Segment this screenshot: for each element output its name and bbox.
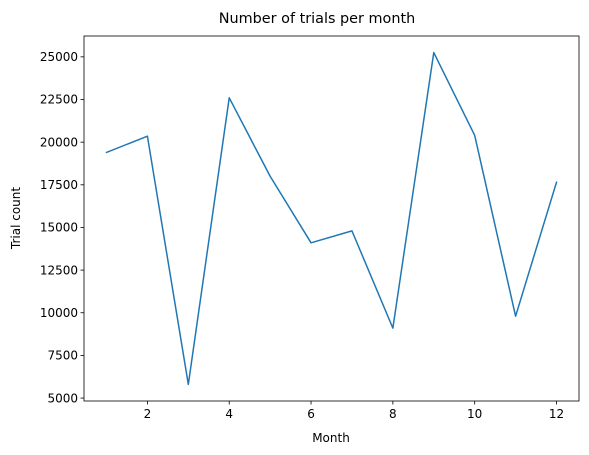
axes-frame <box>83 35 580 402</box>
series-line <box>105 51 558 386</box>
x-tick-label: 8 <box>389 407 397 421</box>
y-tick-label: 7500 <box>47 349 78 363</box>
y-axis-label: Trial count <box>9 187 23 250</box>
x-tick-label: 4 <box>225 407 233 421</box>
x-tick-label: 12 <box>549 407 564 421</box>
x-axis-label: Month <box>312 431 350 445</box>
y-tick-label: 10000 <box>40 306 78 320</box>
y-tick-label: 17500 <box>40 178 78 192</box>
y-tick-label: 25000 <box>40 50 78 64</box>
y-tick-label: 12500 <box>40 263 78 277</box>
y-tick-label: 22500 <box>40 93 78 107</box>
x-tick-label: 10 <box>467 407 482 421</box>
y-tick-label: 5000 <box>47 391 78 405</box>
y-tick-label: 20000 <box>40 135 78 149</box>
x-tick-label: 6 <box>307 407 315 421</box>
x-tick-label: 2 <box>144 407 152 421</box>
y-tick-label: 15000 <box>40 221 78 235</box>
chart-title: Number of trials per month <box>219 11 415 27</box>
plot-area: 2 4 6 8 10 12 5000 7500 10000 12500 15000 17500 2000… <box>40 35 580 421</box>
